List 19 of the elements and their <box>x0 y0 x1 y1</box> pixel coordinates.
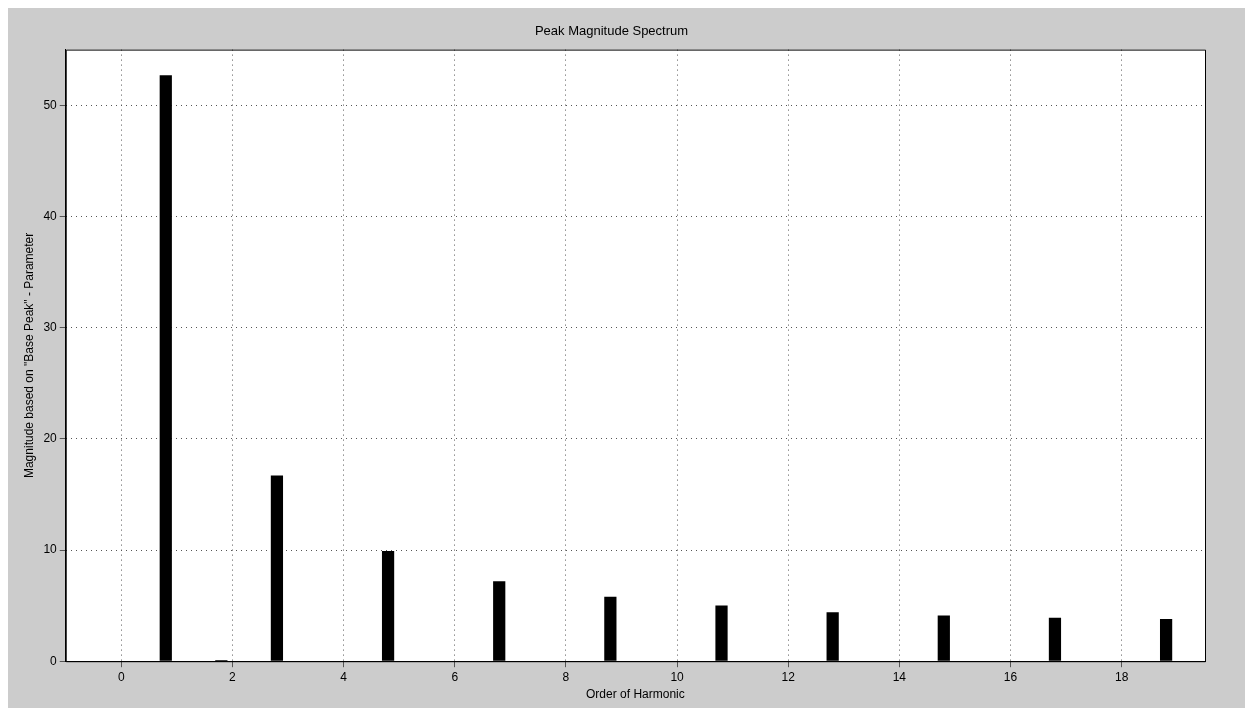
x-axis-title: Order of Harmonic <box>586 687 685 702</box>
x-tick-label: 0 <box>117 669 125 684</box>
y-tick-label: 30 <box>43 319 58 334</box>
y-axis-title: Magnitude based on "Base Peak" - Parameter <box>21 232 36 479</box>
x-tick-label: 8 <box>562 669 570 684</box>
chart-title: Peak Magnitude Spectrum <box>534 23 689 39</box>
y-tick-label: 40 <box>43 208 58 223</box>
x-tick-label: 14 <box>892 669 907 684</box>
x-tick-label: 18 <box>1114 669 1129 684</box>
x-tick-label: 12 <box>781 669 796 684</box>
y-tick-label: 50 <box>43 97 58 112</box>
y-tick-label: 0 <box>50 653 58 668</box>
x-tick-label: 16 <box>1003 669 1018 684</box>
x-tick-label: 4 <box>340 669 348 684</box>
x-tick-label: 6 <box>451 669 459 684</box>
y-tick-label: 10 <box>43 542 58 557</box>
x-tick-label: 2 <box>229 669 237 684</box>
y-tick-label: 20 <box>43 431 58 446</box>
x-tick-label: 10 <box>670 669 685 684</box>
